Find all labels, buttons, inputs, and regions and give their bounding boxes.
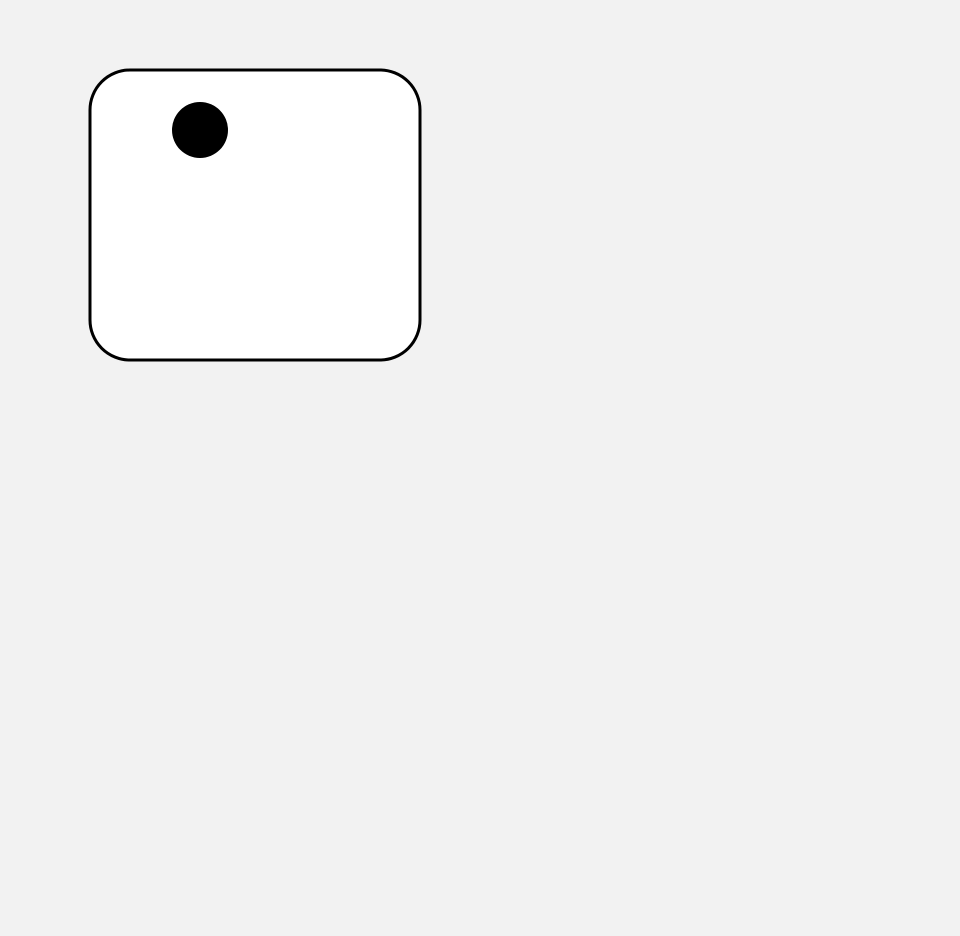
crossover-top-logo-icon	[172, 102, 228, 158]
crossover-top-body	[90, 70, 420, 360]
wiring-diagram	[0, 0, 960, 936]
